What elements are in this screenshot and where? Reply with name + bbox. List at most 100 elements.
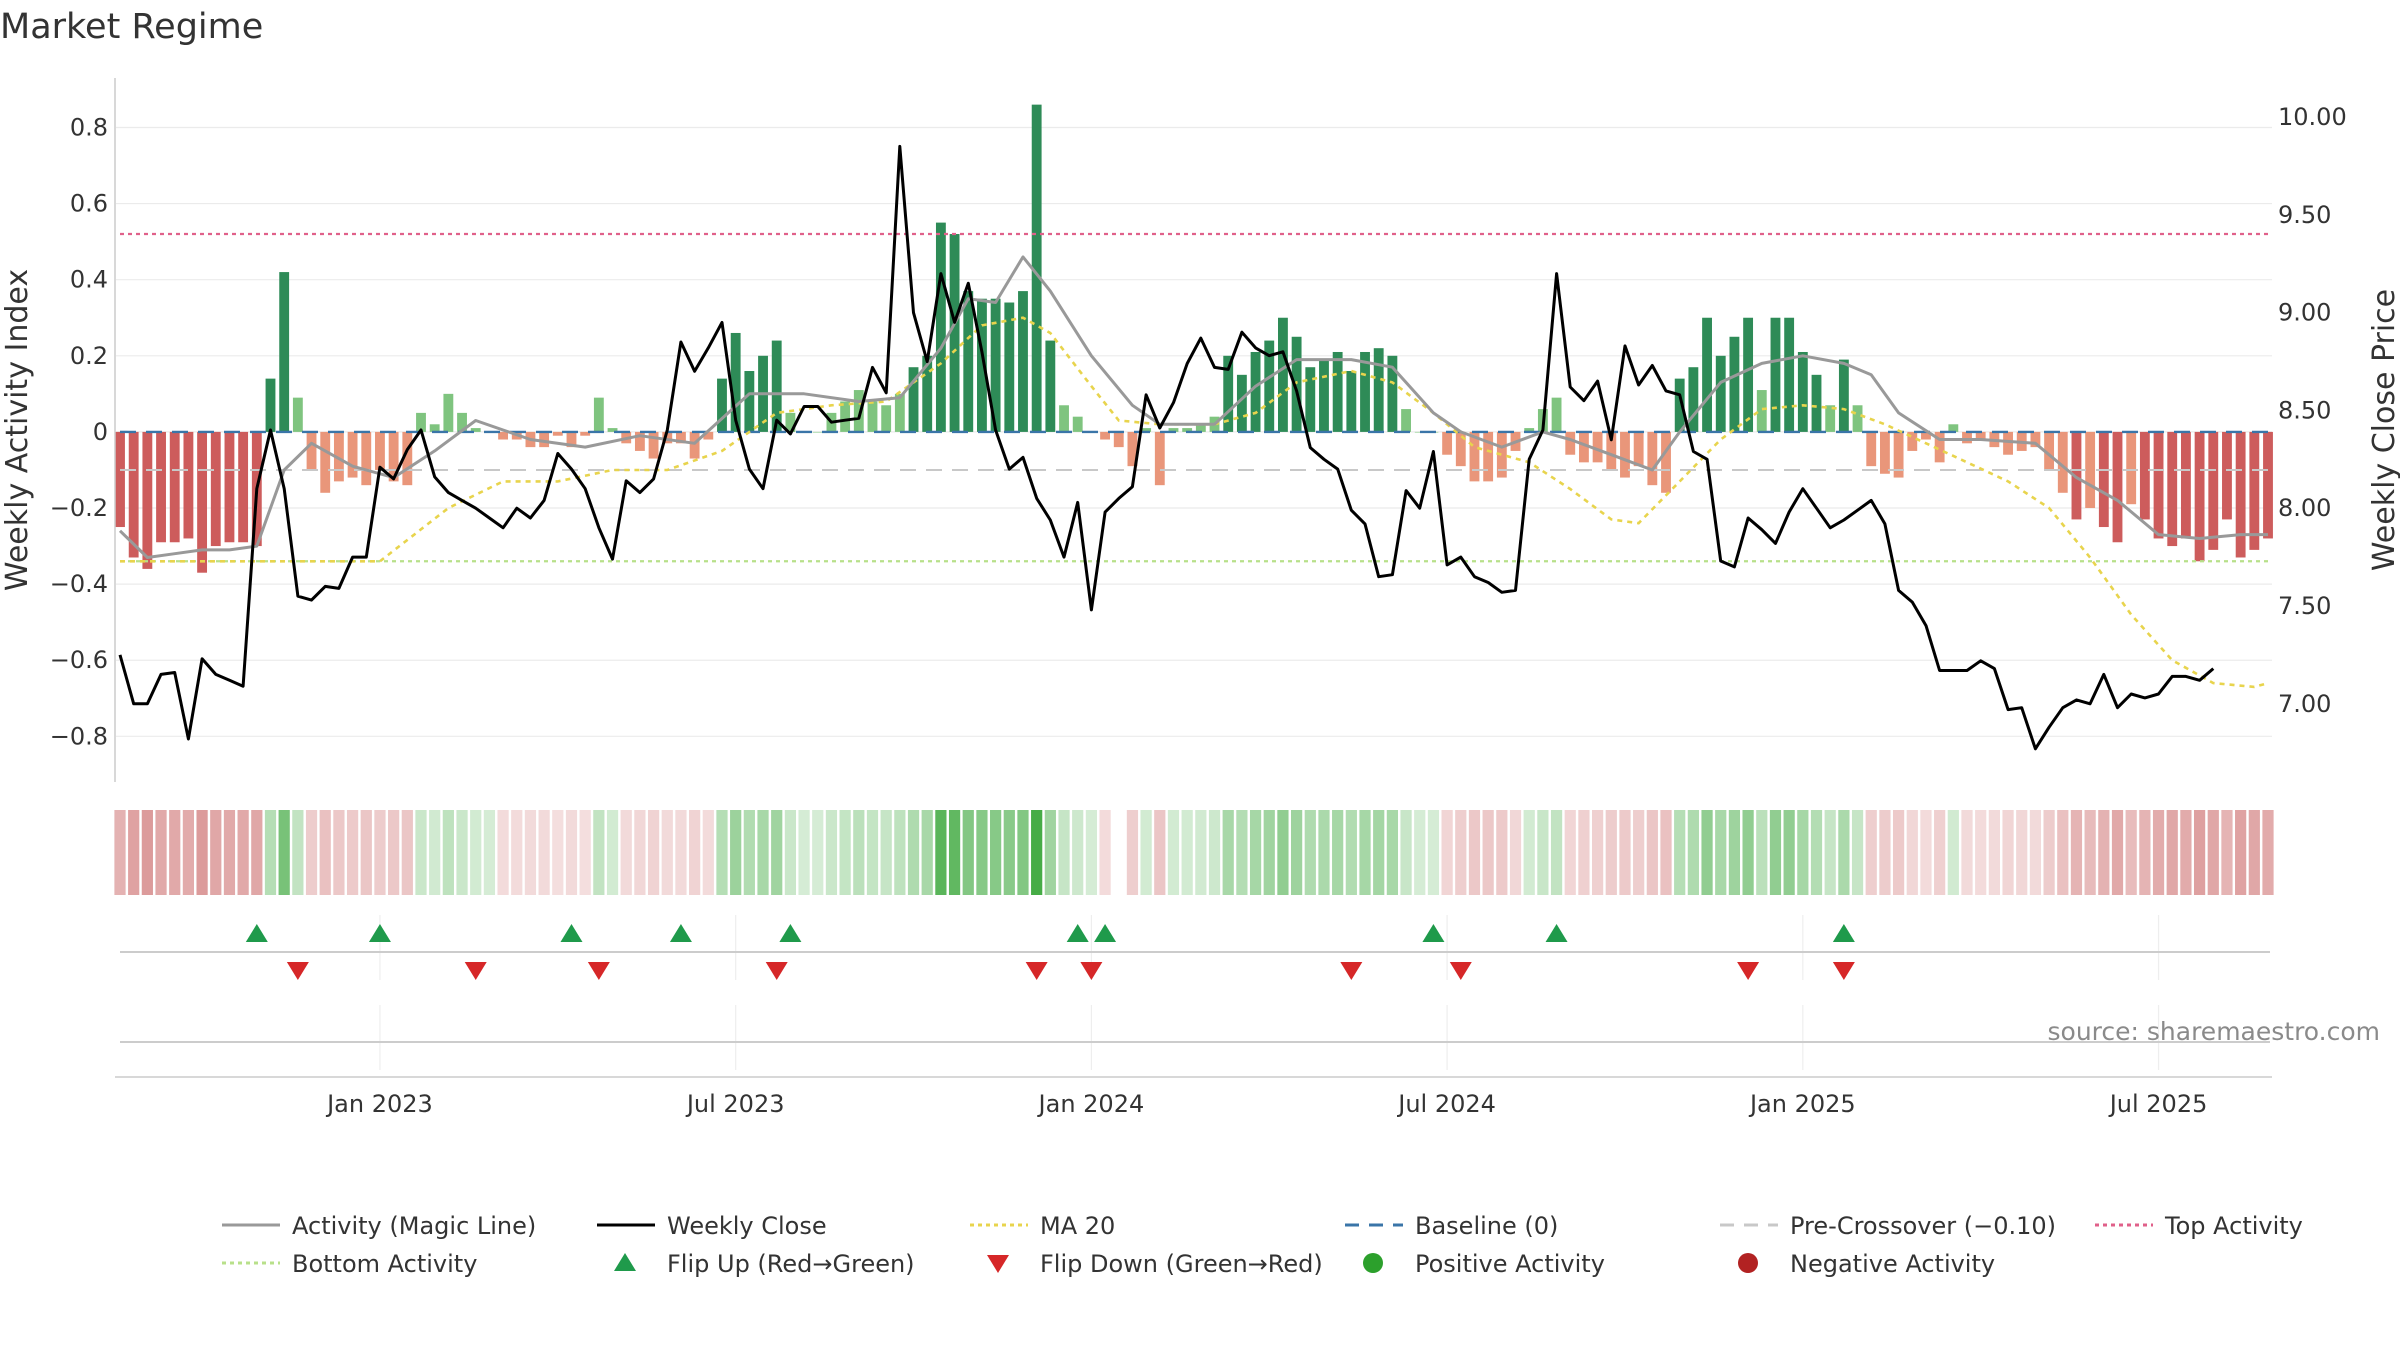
activity-bar (169, 431, 180, 543)
legend-swatch-flip-up (614, 1253, 636, 1271)
regime-strip-cell (1824, 810, 1836, 895)
magic-line (118, 255, 2268, 559)
right-y-ticks: 7.00 7.50 8.00 8.50 9.00 9.50 10.00 (2278, 103, 2347, 718)
activity-bar (2003, 431, 2013, 455)
regime-strip-cell (1414, 810, 1426, 895)
regime-strip-cell (141, 810, 153, 895)
activity-bar (1319, 359, 1329, 432)
activity-bar (224, 431, 235, 543)
y-tick-label-right: 8.50 (2278, 396, 2331, 424)
activity-bar (2126, 431, 2137, 505)
regime-strip-cell (2207, 810, 2219, 895)
regime-strip-cell (1441, 810, 1453, 895)
flip-down-marker (1340, 962, 1363, 980)
regime-strip-cell (1496, 810, 1508, 895)
regime-strip-cell (1373, 810, 1385, 895)
y-axis-label-right: Weekly Close Price (2367, 289, 2400, 571)
regime-strip-cell (196, 810, 208, 895)
legend-label: MA 20 (1040, 1212, 1115, 1240)
activity-bar (1702, 317, 1712, 432)
regime-strip-cell (1701, 810, 1713, 895)
activity-bar (1852, 405, 1863, 432)
regime-strip-cell (634, 810, 646, 895)
activity-bar (1551, 397, 1562, 432)
activity-bar (2180, 431, 2191, 539)
weekly-close-line (118, 144, 2215, 751)
activity-bar (689, 431, 700, 459)
activity-bar (2167, 431, 2178, 547)
legend-swatch-dot (1363, 1253, 1383, 1273)
regime-strip-cell (264, 810, 277, 895)
activity-bar (1975, 431, 1986, 440)
activity-bar (662, 431, 673, 444)
regime-strip-cell (1031, 810, 1043, 895)
y-tick-label-left: −0.6 (50, 646, 108, 674)
activity-bar (2194, 431, 2205, 562)
regime-strip-cell (2152, 810, 2165, 895)
regime-strip-cell (346, 810, 359, 895)
activity-bar (566, 431, 577, 448)
legend-label: Weekly Close (667, 1212, 827, 1240)
regime-strip-cell (1865, 810, 1877, 895)
activity-bar (580, 431, 591, 436)
flip-up-marker (669, 924, 692, 942)
regime-strip-cell (2016, 810, 2028, 895)
regime-strip-cell (1646, 810, 1658, 895)
regime-strip-cell (853, 810, 865, 895)
regime-strip-cell (1851, 810, 1864, 895)
flip-down-marker (1737, 962, 1760, 980)
regime-strip-cell (1003, 810, 1015, 895)
activity-bar (210, 431, 221, 547)
regime-strip-cell (730, 810, 742, 895)
activity-bar (1811, 374, 1822, 432)
regime-strip-cell (1085, 810, 1097, 895)
regime-strip-cell (2084, 810, 2096, 895)
activity-bar (1278, 317, 1288, 432)
regime-strip-cell (866, 810, 879, 895)
regime-strip-cell (647, 810, 660, 895)
regime-strip-cell (2002, 810, 2014, 895)
activity-bar (2057, 431, 2068, 493)
regime-strip-cell (907, 810, 920, 895)
activity-bar (1578, 431, 1589, 463)
y-tick-label-left: −0.4 (50, 570, 108, 598)
regime-strip-cell (825, 810, 838, 895)
activity-bar (2208, 431, 2219, 550)
regime-strip-cell (1291, 810, 1303, 895)
activity-bar (1565, 431, 1576, 455)
activity-bar (1223, 355, 1234, 432)
activity-bar (320, 431, 331, 493)
activity-bar (1291, 336, 1302, 432)
regime-strip-cell (1892, 810, 1905, 895)
regime-strip-cell (675, 810, 687, 895)
regime-strip-cell (1318, 810, 1330, 895)
regime-strip-cell (1920, 810, 1932, 895)
y-tick-label-right: 10.00 (2278, 103, 2347, 131)
activity-bar (1182, 428, 1193, 432)
regime-strip-cell (456, 810, 468, 895)
activity-bar (1414, 431, 1425, 433)
activity-bar (1059, 405, 1069, 432)
activity-bar (1674, 378, 1685, 432)
activity-bar (1127, 431, 1138, 467)
activity-bar (1496, 431, 1507, 478)
activity-bar (977, 298, 987, 432)
activity-bar (1141, 428, 1152, 432)
activity-bar (156, 431, 166, 543)
activity-bar (1387, 355, 1398, 432)
regime-strip-cell (1359, 810, 1371, 895)
y-tick-label-right: 7.50 (2278, 592, 2331, 620)
regime-strip-cell (1345, 810, 1357, 895)
regime-strip-cell (114, 810, 126, 895)
activity-bar (1031, 104, 1042, 432)
activity-bar (648, 431, 659, 459)
activity-bar (1866, 431, 1877, 467)
regime-strip-cell (839, 810, 851, 895)
legend-item: Weekly Close (597, 1212, 827, 1240)
activity-bar (279, 272, 290, 432)
activity-bar (922, 355, 933, 432)
activity-bar (1072, 416, 1083, 432)
activity-bar (347, 431, 358, 478)
legend-item: Top Activity (2095, 1212, 2303, 1240)
